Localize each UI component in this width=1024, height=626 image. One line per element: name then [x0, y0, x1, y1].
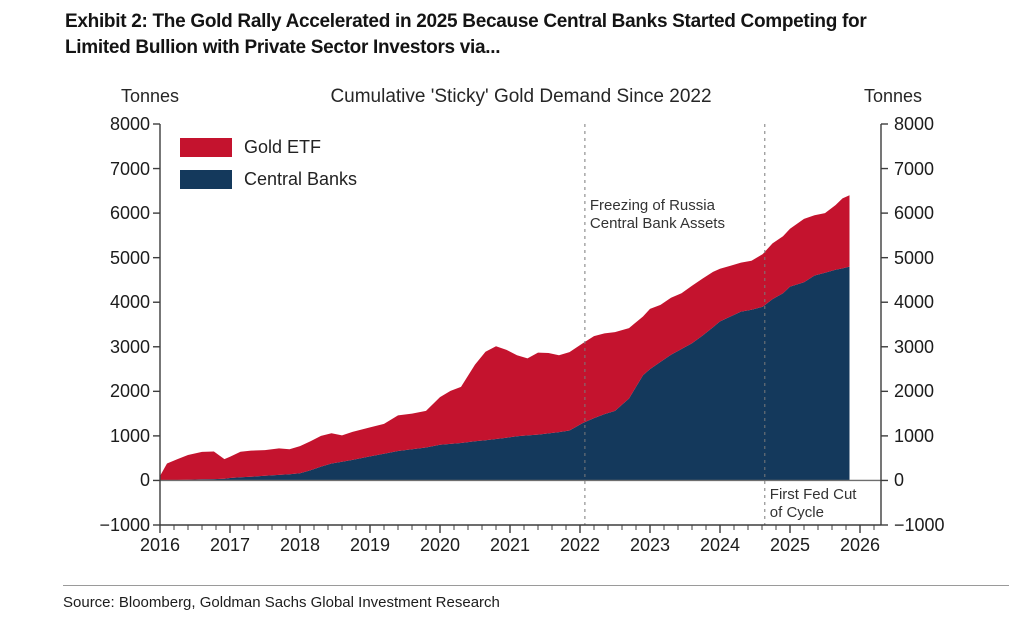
y-tick-label-left: 6000	[109, 203, 150, 224]
x-tick-label: 2022	[559, 535, 601, 555]
y-tick-label-right: 7000	[894, 158, 935, 179]
y-tick-label-left: 1000	[109, 425, 150, 446]
source-line: Source: Bloomberg, Goldman Sachs Global …	[63, 594, 500, 611]
x-tick-label: 2024	[699, 535, 741, 555]
x-tick-label: 2021	[489, 535, 531, 555]
area-gold-etf	[160, 195, 850, 481]
area-central-banks	[160, 266, 850, 481]
y-tick-label-right: 6000	[894, 203, 935, 224]
x-tick-label: 2020	[419, 535, 461, 555]
y-tick-label-right: −1000	[894, 515, 945, 535]
annotation-1: Freezing of Russia Central Bank Assets	[589, 197, 725, 232]
exhibit-title-line2: Limited Bullion with Private Sector Inve…	[65, 37, 501, 58]
y-tick-label-right: 2000	[894, 381, 935, 402]
x-tick-label: 2023	[629, 535, 671, 555]
y-tick-label-left: 8000	[109, 114, 150, 134]
legend-swatch-central-banks	[180, 170, 232, 189]
y-tick-label-right: 5000	[894, 247, 935, 268]
y-tick-label-left: 3000	[109, 336, 150, 357]
legend-label-gold-etf: Gold ETF	[244, 137, 322, 157]
exhibit-title-line1: Exhibit 2: The Gold Rally Accelerated in…	[65, 11, 867, 32]
y-axis-unit-left: Tonnes	[120, 86, 180, 106]
legend-swatch-gold-etf	[180, 138, 232, 157]
y-tick-label-left: 0	[139, 470, 150, 491]
exhibit-title: Exhibit 2: The Gold Rally Accelerated in…	[65, 9, 1015, 61]
y-axis-unit-right: Tonnes	[863, 86, 923, 106]
chart-title: Cumulative 'Sticky' Gold Demand Since 20…	[330, 86, 712, 107]
x-tick-label: 2025	[769, 535, 811, 555]
x-tick-label: 2026	[839, 535, 881, 555]
y-tick-label-left: 7000	[109, 158, 150, 179]
y-tick-label-left: −1000	[99, 515, 150, 535]
x-tick-label: 2018	[279, 535, 321, 555]
y-tick-label-left: 2000	[109, 381, 150, 402]
y-tick-label-right: 0	[894, 470, 905, 491]
footer-divider	[63, 585, 1009, 586]
y-tick-label-right: 1000	[894, 425, 935, 446]
y-tick-label-right: 3000	[894, 336, 935, 357]
x-tick-label: 2017	[209, 535, 251, 555]
annotation-2: First Fed Cut of Cycle	[769, 486, 857, 521]
y-tick-label-right: 4000	[894, 292, 935, 313]
x-tick-label: 2019	[349, 535, 391, 555]
y-tick-label-right: 8000	[894, 114, 935, 134]
legend-label-central-banks: Central Banks	[244, 169, 358, 189]
y-tick-label-left: 4000	[109, 292, 150, 313]
x-tick-label: 2016	[139, 535, 181, 555]
y-tick-label-left: 5000	[109, 247, 150, 268]
